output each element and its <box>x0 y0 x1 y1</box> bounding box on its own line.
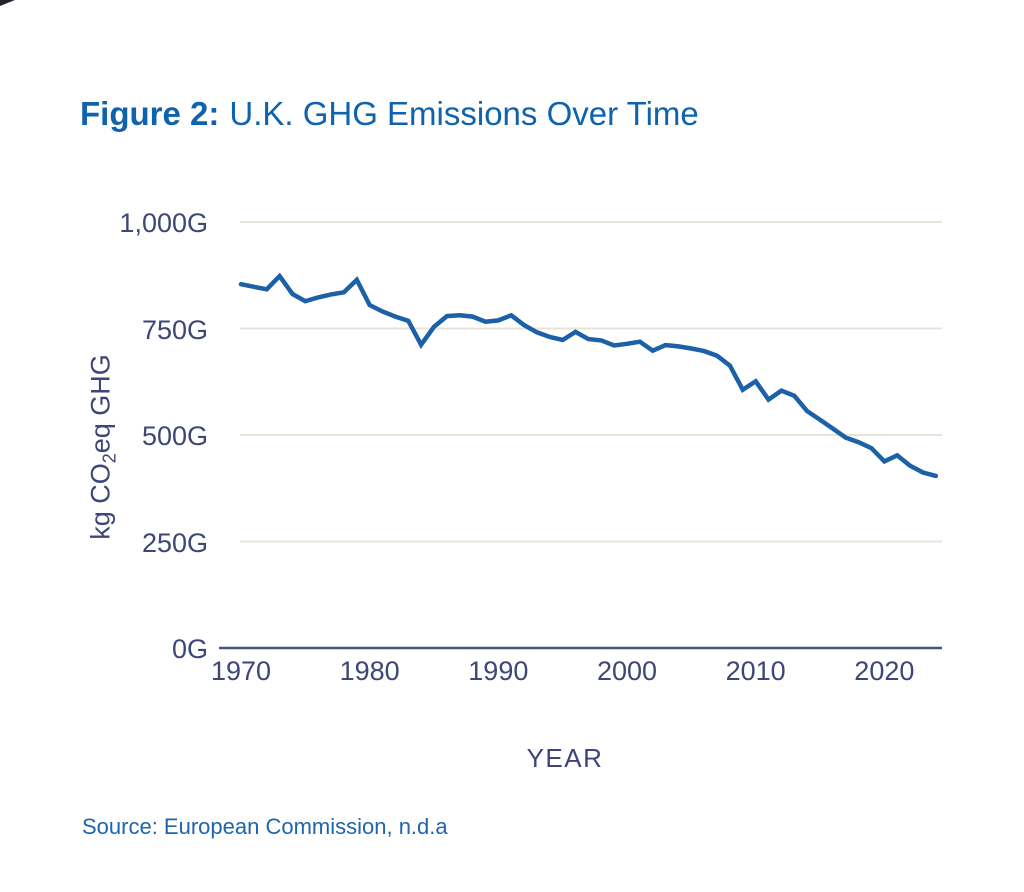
source-note: Source: European Commission, n.d.a <box>82 814 448 839</box>
y-tick-label: 1,000G <box>119 208 208 238</box>
y-axis-title: kg CO2eq GHG <box>85 354 120 540</box>
figure-label: Figure 2: <box>80 95 220 132</box>
emissions-line <box>238 272 939 479</box>
y-tick-label: 750G <box>141 314 208 345</box>
x-tick-label: 2020 <box>854 656 915 686</box>
y-axis-title-pre: kg CO <box>85 463 116 540</box>
x-tick-label: 2000 <box>596 656 658 686</box>
x-axis-title: YEAR <box>526 743 604 773</box>
x-tick-label: 1990 <box>468 656 529 686</box>
x-tick-label: 1970 <box>210 656 272 686</box>
figure-title-text: U.K. GHG Emissions Over Time <box>229 95 699 132</box>
x-tick-label: 1980 <box>339 656 400 686</box>
y-tick-label: 0G <box>171 634 208 664</box>
y-axis-title-sub: 2 <box>99 453 120 464</box>
y-tick-label: 500G <box>141 421 208 451</box>
x-tick-label: 2010 <box>725 656 786 686</box>
figure-title: Figure 2: U.K. GHG Emissions Over Time <box>80 96 699 132</box>
y-axis-title-post: eq GHG <box>85 354 116 454</box>
page-corner-artifact <box>0 0 15 6</box>
y-tick-label: 250G <box>141 527 208 558</box>
